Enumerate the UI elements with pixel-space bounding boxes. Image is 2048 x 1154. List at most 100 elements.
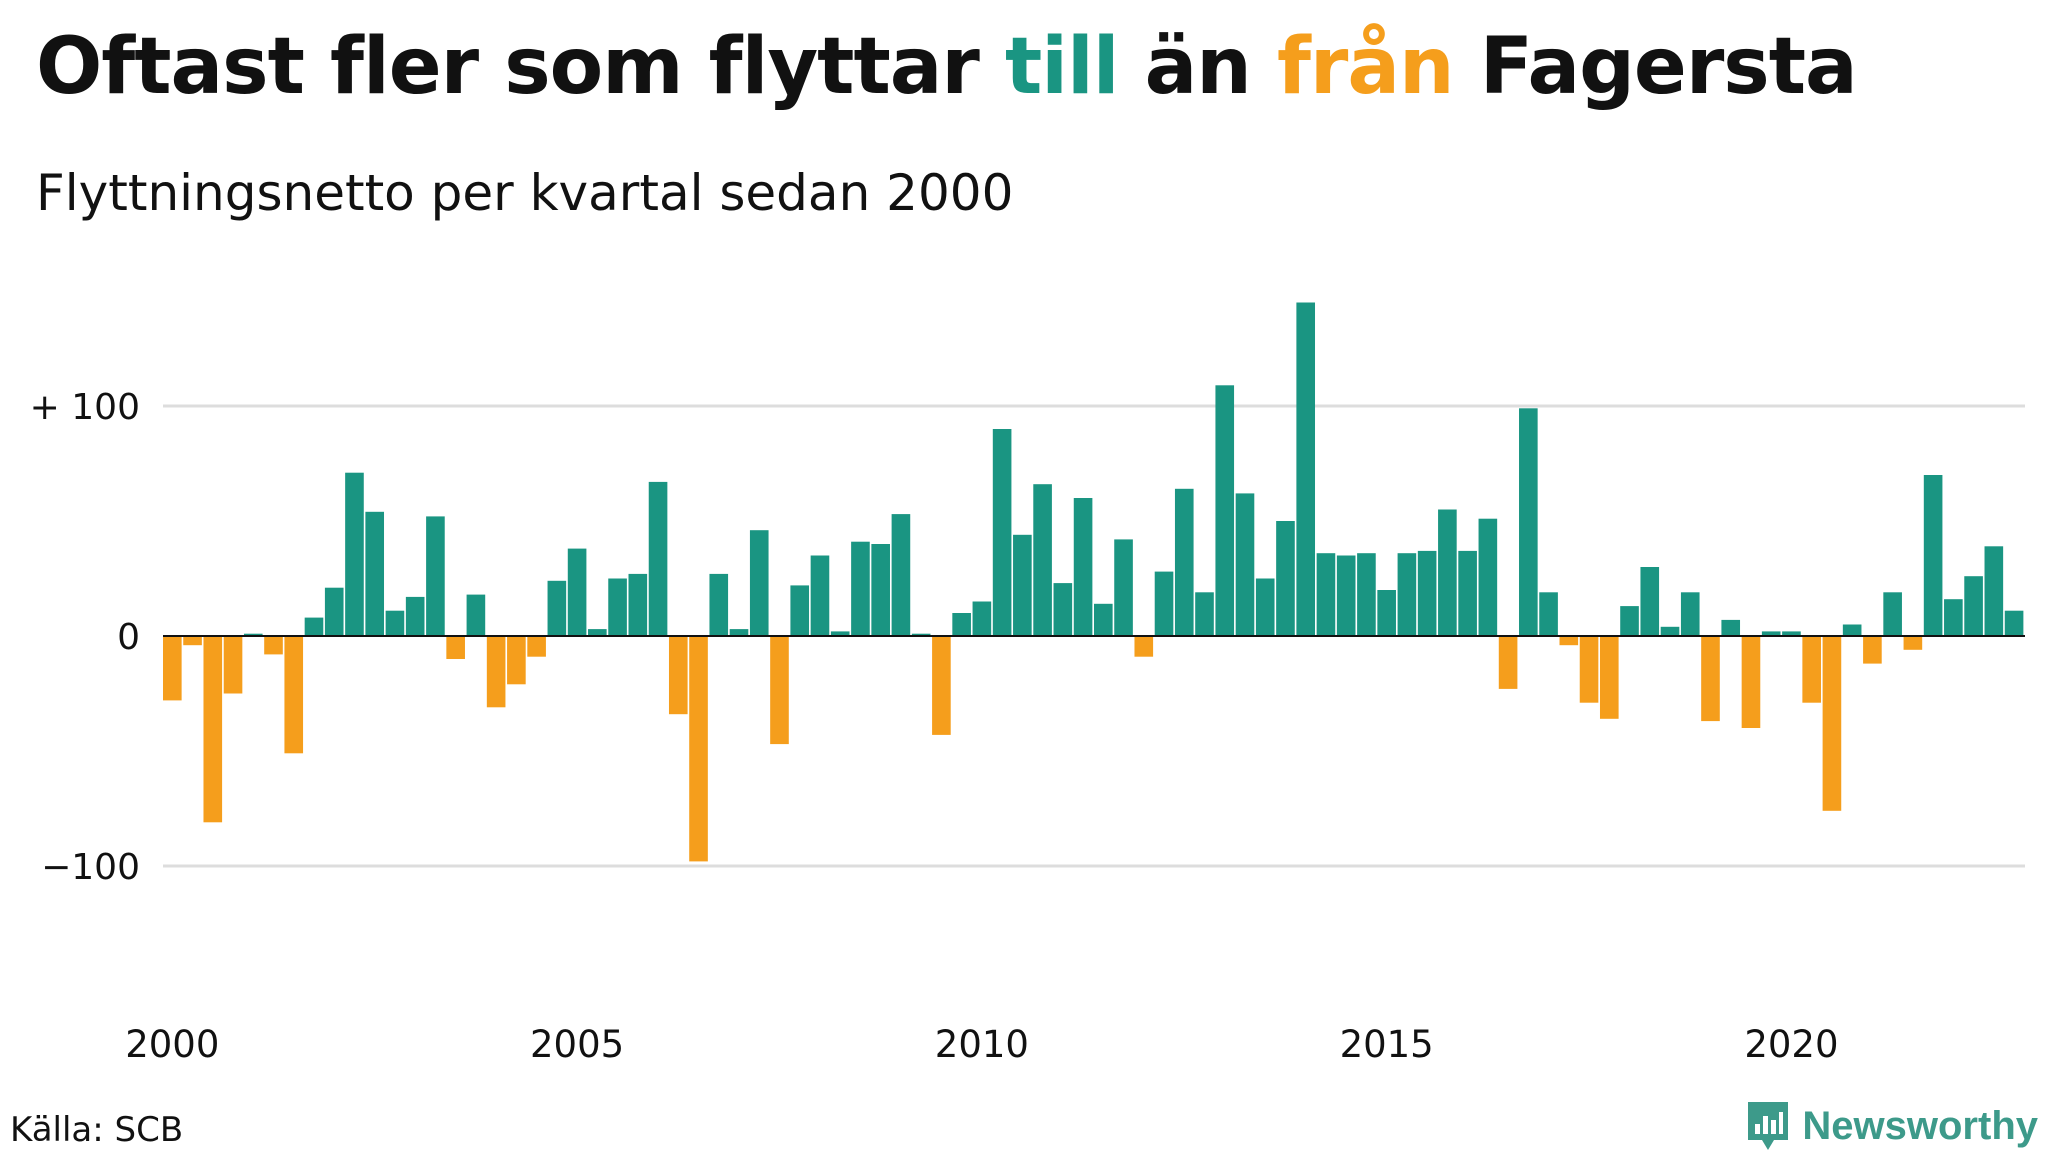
bar [891, 514, 911, 636]
bar [689, 636, 708, 862]
bar [1842, 624, 1862, 636]
bar [1660, 626, 1680, 636]
bar [547, 580, 567, 636]
bar [1255, 578, 1275, 636]
bar [1033, 484, 1052, 636]
chart-subtitle: Flyttningsnetto per kvartal sedan 2000 [36, 164, 1014, 222]
bar [1397, 553, 1417, 636]
bar [163, 636, 182, 701]
title-part-till: till [1005, 22, 1119, 112]
bar [324, 587, 344, 636]
brand-name: Newsworthy [1802, 1103, 2038, 1148]
bar [790, 585, 810, 636]
bar [1863, 636, 1882, 664]
bar [588, 629, 607, 636]
bar [1458, 550, 1477, 636]
bar [1296, 302, 1316, 636]
bar [1539, 592, 1558, 636]
bar [1377, 590, 1396, 636]
chart-title: Oftast fler som flyttar till än från Fag… [36, 22, 1858, 112]
bar [1438, 509, 1457, 636]
bar [1964, 576, 1983, 636]
bar [1620, 606, 1639, 636]
newsworthy-brand: Newsworthy [1744, 1098, 2038, 1154]
bar [952, 613, 971, 636]
bar [405, 596, 425, 636]
bar [1802, 636, 1821, 703]
bar [1357, 553, 1376, 636]
bar [729, 629, 749, 636]
x-tick-label: 2020 [1744, 1023, 1838, 1066]
bar [1417, 550, 1437, 636]
bar [1599, 636, 1619, 719]
bar [1114, 539, 1133, 636]
bar [203, 636, 223, 823]
bar [365, 511, 385, 636]
y-tick-label: −100 [41, 847, 140, 888]
title-part-5: Fagersta [1453, 22, 1858, 112]
bar [1519, 408, 1538, 636]
bar [1053, 583, 1073, 636]
bar [972, 601, 992, 636]
bar [1498, 636, 1518, 689]
bar [486, 636, 506, 708]
bar [1316, 553, 1336, 636]
bar [648, 481, 668, 636]
bar [608, 578, 627, 636]
bar [507, 636, 526, 685]
bar [830, 631, 850, 636]
bar [770, 636, 789, 745]
bar [932, 636, 951, 735]
bar [1680, 592, 1700, 636]
bar [243, 633, 263, 636]
x-tick-label: 2000 [125, 1023, 219, 1066]
bar [992, 429, 1012, 636]
bar [426, 516, 445, 636]
bar [668, 636, 688, 715]
bar [1013, 534, 1032, 636]
y-tick-label: + 100 [30, 387, 140, 428]
bar [1134, 636, 1154, 657]
bar [1822, 636, 1842, 811]
bar [1559, 636, 1579, 646]
bar [1094, 603, 1113, 636]
bar [1579, 636, 1599, 703]
bar [1883, 592, 1902, 636]
x-tick-label: 2005 [530, 1023, 624, 1066]
bar [1721, 619, 1741, 636]
bar [2004, 610, 2024, 636]
bar [871, 544, 890, 636]
bar [466, 594, 486, 636]
bar [1640, 567, 1660, 636]
newsworthy-logo-icon [1748, 1102, 1789, 1150]
bar [567, 548, 587, 636]
bar [1741, 636, 1761, 728]
x-tick-label: 2010 [935, 1023, 1029, 1066]
bar [284, 636, 304, 754]
title-part-1: Oftast fler som flyttar [36, 22, 1006, 112]
bar [345, 472, 364, 636]
x-tick-label: 2015 [1340, 1023, 1434, 1066]
bar [1195, 592, 1214, 636]
bar [183, 636, 202, 646]
bar [1903, 636, 1923, 650]
bar [709, 573, 729, 636]
bar [628, 573, 648, 636]
title-part-fran: från [1277, 22, 1455, 112]
bar [749, 530, 769, 636]
bar [1215, 385, 1235, 636]
bar [1478, 518, 1498, 636]
bar [264, 636, 283, 655]
bar [810, 555, 830, 636]
bar [1761, 631, 1781, 636]
bar [1923, 475, 1943, 636]
bar [304, 617, 324, 636]
bar [851, 541, 870, 636]
bar [1944, 599, 1963, 636]
bar [527, 636, 546, 657]
bar [1782, 631, 1801, 636]
bar [1276, 521, 1295, 636]
bar [223, 636, 243, 694]
bar [385, 610, 405, 636]
